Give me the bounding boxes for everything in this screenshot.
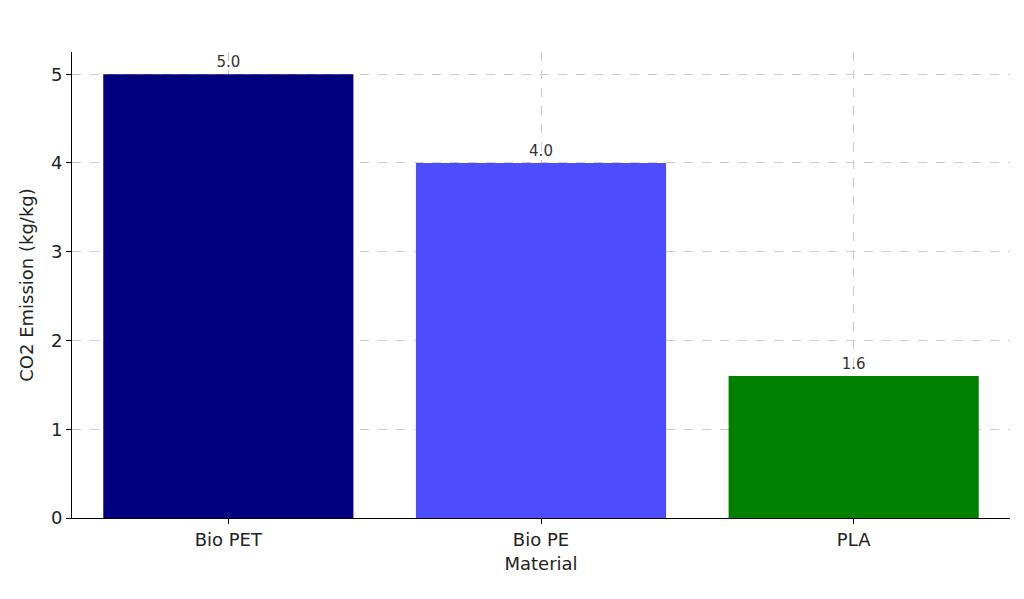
svg-text:4.0: 4.0 <box>529 142 553 160</box>
svg-text:5.0: 5.0 <box>216 53 240 71</box>
svg-text:0: 0 <box>51 507 62 528</box>
svg-text:Bio PE: Bio PE <box>513 529 569 550</box>
svg-text:1.6: 1.6 <box>842 355 866 373</box>
svg-text:4: 4 <box>51 152 62 173</box>
svg-text:PLA: PLA <box>837 529 871 550</box>
svg-text:1: 1 <box>51 419 62 440</box>
svg-text:Material: Material <box>504 553 577 574</box>
svg-text:CO2 Emission (kg/kg): CO2 Emission (kg/kg) <box>16 188 37 382</box>
svg-text:Bio PET: Bio PET <box>195 529 263 550</box>
svg-text:5: 5 <box>51 63 62 84</box>
svg-text:3: 3 <box>51 241 62 262</box>
svg-text:2: 2 <box>51 330 62 351</box>
